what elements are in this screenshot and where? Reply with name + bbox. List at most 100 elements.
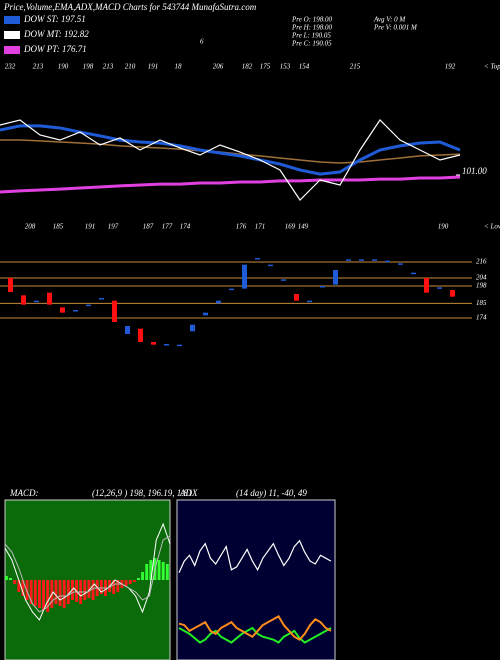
low-label: 177 — [162, 223, 173, 231]
low-label: 149 — [298, 223, 309, 231]
candle-body — [385, 260, 390, 263]
legend-swatch — [4, 16, 20, 24]
top-label: 191 — [148, 63, 159, 71]
histogram-bar — [9, 578, 13, 580]
low-label: 185 — [53, 223, 64, 231]
series-line — [0, 175, 461, 194]
candle-body — [190, 324, 195, 332]
histogram-bar — [112, 580, 116, 594]
candle-body — [307, 300, 312, 303]
low-label: 191 — [85, 223, 96, 231]
candle-body — [86, 304, 91, 307]
candle-body — [294, 294, 299, 301]
marker: 6 — [200, 38, 204, 46]
histogram-bar — [42, 580, 46, 610]
histogram-bar — [116, 580, 120, 592]
candle-body — [242, 264, 247, 289]
histogram-bar — [17, 580, 21, 592]
info-text: Pre V: 0.001 M — [373, 24, 418, 32]
series-line — [0, 119, 461, 201]
histogram-bar — [54, 580, 58, 604]
histogram-bar — [5, 576, 8, 580]
lows-caption: < Lows — [484, 223, 500, 231]
info-text: Pre C: 190.05 — [291, 40, 332, 48]
low-label: 169 — [285, 223, 296, 231]
candle-body — [164, 344, 169, 346]
top-label: 213 — [33, 63, 44, 71]
panel — [176, 499, 336, 660]
histogram-bar — [21, 580, 25, 596]
candle-body — [372, 259, 377, 261]
panel-label: ADX — [179, 488, 198, 498]
top-label: 232 — [5, 63, 16, 71]
y-tick-label: 185 — [476, 299, 487, 307]
legend-label: DOW ST: 197.51 — [23, 14, 86, 24]
low-label: 190 — [438, 223, 449, 231]
histogram-bar — [58, 580, 62, 606]
series-line — [0, 124, 461, 176]
y-tick-label: 198 — [476, 282, 487, 290]
candle-body — [424, 278, 429, 293]
histogram-bar — [46, 580, 50, 612]
legend-label: DOW MT: 192.82 — [23, 29, 89, 39]
top-label: 206 — [213, 63, 224, 71]
top-label: 215 — [350, 63, 361, 71]
candle-body — [398, 263, 403, 265]
low-label: 174 — [180, 223, 191, 231]
histogram-bar — [137, 578, 140, 580]
top-label: 213 — [103, 63, 114, 71]
candle-body — [359, 259, 364, 261]
info-text: Pre H: 198.00 — [291, 24, 332, 32]
histogram-bar — [132, 580, 136, 582]
candle-body — [151, 342, 156, 345]
candle-body — [333, 270, 338, 285]
top-label: 153 — [280, 63, 291, 71]
histogram-bar — [91, 580, 95, 600]
candle-body — [73, 310, 78, 312]
histogram-bar — [141, 572, 145, 580]
low-label: 208 — [25, 223, 36, 231]
y-tick-label: 216 — [476, 258, 487, 266]
candle-body — [21, 295, 26, 305]
histogram-bar — [25, 580, 29, 600]
candle-body — [229, 288, 234, 291]
candle-body — [281, 279, 286, 281]
histogram-bar — [13, 580, 17, 584]
histogram-bar — [38, 580, 41, 608]
candle-body — [138, 328, 143, 342]
histogram-bar — [62, 580, 66, 608]
candle-body — [411, 272, 416, 275]
info-text: Avg V: 0 M — [373, 16, 406, 24]
panel-label: MACD: — [9, 488, 39, 498]
candle-body — [450, 290, 455, 297]
histogram-bar — [165, 564, 169, 580]
candle-body — [60, 307, 65, 313]
candle-body — [437, 287, 442, 289]
series-line — [178, 539, 332, 573]
histogram-bar — [161, 562, 165, 580]
candle-body — [8, 278, 13, 292]
candle-body — [346, 259, 351, 261]
y-tick-label: 204 — [476, 274, 487, 282]
info-text: Pre L: 190.05 — [291, 32, 331, 40]
page-title: Price,Volume,EMA,ADX,MACD Charts for 543… — [3, 2, 257, 12]
histogram-bar — [149, 560, 153, 580]
histogram-bar — [83, 580, 87, 600]
candle-body — [268, 264, 273, 267]
low-label: 171 — [255, 223, 266, 231]
panel-params: (12,26,9 ) 198, 196.19, 1.81 — [92, 488, 193, 498]
histogram-bar — [99, 580, 103, 594]
legend-swatch — [4, 31, 20, 39]
candle-body — [320, 286, 325, 288]
tops-caption: < Tops — [484, 63, 500, 71]
histogram-bar — [33, 580, 37, 606]
candle-body — [177, 344, 182, 347]
top-label: 182 — [242, 63, 253, 71]
legend-label: DOW PT: 176.71 — [23, 44, 87, 54]
candle-body — [34, 300, 39, 303]
top-label: 210 — [125, 63, 136, 71]
panel-params: (14 day) 11, -40, 49 — [236, 488, 307, 498]
top-label: 192 — [445, 63, 456, 71]
y-tick-label: 174 — [476, 314, 487, 322]
